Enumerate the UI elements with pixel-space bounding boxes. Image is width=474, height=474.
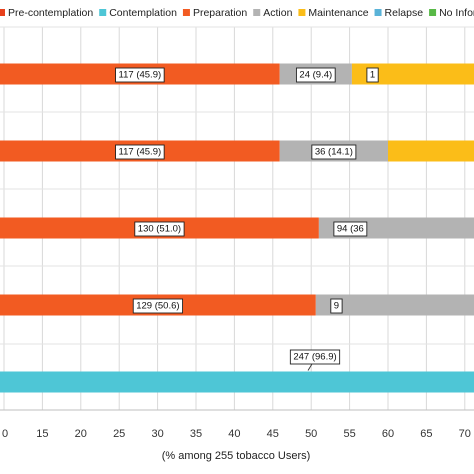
x-tick-label: 0 [2, 428, 8, 440]
data-label-box [366, 67, 379, 83]
data-label-box [134, 221, 185, 237]
data-label: 94 (36 [337, 224, 364, 235]
legend-swatch [182, 9, 190, 16]
legend-swatch [429, 9, 437, 16]
data-label-box [295, 67, 336, 83]
x-tick-label: 15 [36, 428, 48, 440]
data-label-box [333, 221, 368, 237]
x-tick-label: 60 [382, 428, 394, 440]
data-label: 130 (51.0) [138, 224, 181, 235]
legend-swatch [253, 9, 261, 16]
data-label: 247 (96.9) [293, 352, 336, 363]
bar-segment-maintenance [388, 140, 474, 162]
data-label: 117 (45.9) [119, 147, 162, 158]
x-tick-label: 25 [113, 428, 125, 440]
legend-entry: Pre-contemplation [8, 7, 93, 19]
data-label-box [132, 298, 184, 314]
x-tick-label: 45 [267, 428, 279, 440]
x-tick-label: 50 [305, 428, 317, 440]
x-axis-title: (% among 255 tobacco Users) [162, 450, 311, 462]
data-label-box [115, 67, 165, 83]
data-label: 24 (9.4) [299, 70, 332, 81]
legend-entry: Preparation [193, 7, 247, 19]
legend: Pre-contemplation Contemplation Preparatio… [0, 7, 474, 19]
legend-entry: Contemplation [109, 7, 177, 19]
legend-swatch [374, 9, 382, 16]
x-tick-label: 20 [75, 428, 87, 440]
callout-leader-line [307, 363, 313, 371]
legend-entry: No Inform [439, 7, 474, 19]
legend-entry: Maintenance [308, 7, 368, 19]
data-label-box [289, 349, 341, 365]
legend-swatch [0, 9, 5, 16]
x-tick-label: 40 [228, 428, 240, 440]
bar-segment-maintenance [351, 63, 474, 85]
legend-swatch [99, 9, 107, 16]
data-label: 117 (45.9) [119, 70, 162, 81]
data-label-box [311, 144, 357, 160]
x-tick-label: 30 [151, 428, 163, 440]
legend-swatch [298, 9, 306, 16]
x-tick-label: 70 [459, 428, 471, 440]
bar-segment-action [315, 294, 474, 316]
x-axis: 0 15 20 25 30 35 40 45 50 55 60 65 70 [0, 409, 474, 440]
legend-entry: Action [263, 7, 292, 19]
data-label: 1 [370, 70, 375, 81]
x-tick-label: 35 [190, 428, 202, 440]
bar-segment-contemplation [0, 371, 474, 393]
x-tick-label: 65 [420, 428, 432, 440]
data-label: 36 (14.1) [315, 147, 353, 158]
data-label: 9 [334, 301, 339, 312]
x-tick-label: 55 [343, 428, 355, 440]
data-label-box [330, 298, 343, 314]
data-label-box [115, 144, 165, 160]
legend-entry: Relapse [385, 7, 424, 19]
data-label: 129 (50.6) [136, 301, 179, 312]
data-labels: 117 (45.9) 24 (9.4) 1 117 (45.9) 36 (14.1) 13… [115, 67, 379, 371]
